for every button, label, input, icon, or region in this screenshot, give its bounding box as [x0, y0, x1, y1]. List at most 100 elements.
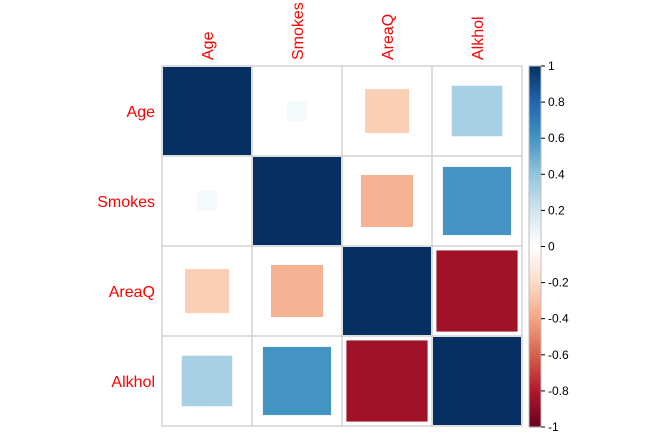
- colorbar-segment: [529, 125, 541, 128]
- colorbar-segment: [529, 387, 541, 390]
- colorbar-segment: [529, 235, 541, 239]
- row-label: Alkhol: [111, 374, 155, 391]
- colorbar-segment: [529, 73, 541, 76]
- colorbar-segment: [529, 233, 541, 237]
- colorbar-segment: [529, 275, 541, 278]
- colorbar-segment: [529, 286, 541, 289]
- colorbar-segment: [529, 203, 541, 206]
- colorbar-segment: [529, 244, 541, 248]
- colorbar-segment: [529, 345, 541, 349]
- colorbar-segment: [529, 100, 541, 103]
- colorbar-segment: [529, 156, 541, 159]
- colorbar-segment: [529, 416, 541, 419]
- colorbar-segment: [529, 405, 541, 408]
- colorbar-segment: [529, 280, 541, 284]
- colorbar-segment: [529, 116, 541, 119]
- correlation-square: [436, 250, 518, 332]
- colorbar-segment: [529, 141, 541, 145]
- colorbar-segment: [529, 271, 541, 275]
- colorbar-segment: [529, 76, 541, 80]
- colorbar-segment: [529, 264, 541, 267]
- colorbar-segment: [529, 300, 541, 304]
- colorbar-segment: [529, 71, 541, 74]
- colorbar-segment: [529, 185, 541, 188]
- colorbar-segment: [529, 242, 541, 246]
- correlation-square: [185, 269, 229, 313]
- colorbar-segment: [529, 338, 541, 341]
- colorbar-segment: [529, 214, 541, 217]
- colorbar-segment: [529, 289, 541, 293]
- colorbar-segment: [529, 98, 541, 101]
- colorbar-segment: [529, 78, 541, 82]
- correlation-square: [197, 191, 217, 211]
- colorbar-segment: [529, 298, 541, 302]
- colorbar-segment: [529, 349, 541, 352]
- colorbar-segment: [529, 369, 541, 372]
- colorbar-segment: [529, 340, 541, 343]
- colorbar-tick-label: 0.8: [548, 95, 565, 109]
- colorbar-segment: [529, 351, 541, 354]
- colorbar-segment: [529, 273, 541, 276]
- colorbar-segment: [529, 150, 541, 154]
- colorbar-segment: [529, 352, 541, 356]
- colorbar-tick-label: 0: [548, 240, 555, 254]
- colorbar-segment: [529, 315, 541, 318]
- colorbar-segment: [529, 372, 541, 376]
- colorbar-segment: [529, 248, 541, 251]
- colorbar-segment: [529, 82, 541, 85]
- colorbar-tick-label: 1: [548, 59, 555, 73]
- colorbar-segment: [529, 105, 541, 109]
- correlation-square: [253, 157, 341, 245]
- colorbar-segment: [529, 376, 541, 379]
- colorbar-segment: [529, 313, 541, 316]
- colorbar-segment: [529, 111, 541, 114]
- colorbar-segment: [529, 253, 541, 257]
- colorbar-segment: [529, 334, 541, 338]
- colorbar-segment: [529, 143, 541, 147]
- colorbar-segment: [529, 358, 541, 361]
- correlation-square: [262, 346, 332, 416]
- colorbar-segment: [529, 251, 541, 255]
- colorbar-segment: [529, 114, 541, 118]
- colorbar-segment: [529, 181, 541, 184]
- colorbar-segment: [529, 268, 541, 271]
- colorbar-segment: [529, 179, 541, 183]
- colorbar-segment: [529, 145, 541, 148]
- colorbar-segment: [529, 192, 541, 195]
- colorbar-segment: [529, 208, 541, 211]
- colorbar-segment: [529, 318, 541, 322]
- colorbar-segment: [529, 408, 541, 412]
- colorbar-segment: [529, 190, 541, 193]
- colorbar-segment: [529, 112, 541, 116]
- colorbar-segment: [529, 360, 541, 363]
- colorbar-tick-label: -0.4: [548, 312, 569, 326]
- colorbar-segment: [529, 158, 541, 161]
- colorbar-segment: [529, 371, 541, 374]
- colorbar-segment: [529, 421, 541, 424]
- colorbar-segment: [529, 123, 541, 127]
- colorbar-segment: [529, 354, 541, 358]
- colorbar-segment: [529, 291, 541, 295]
- colorbar-segment: [529, 197, 541, 201]
- colorbar-segment: [529, 309, 541, 313]
- colorbar-segment: [529, 288, 541, 291]
- colorbar-segment: [529, 239, 541, 242]
- colorbar-segment: [529, 183, 541, 186]
- column-label: Smokes: [290, 2, 307, 60]
- colorbar-segment: [529, 362, 541, 365]
- colorbar-tick-label: 0.2: [548, 203, 565, 217]
- colorbar-segment: [529, 331, 541, 334]
- colorbar-segment: [529, 120, 541, 123]
- colorbar-segment: [529, 410, 541, 414]
- colorbar-segment: [529, 306, 541, 309]
- colorbar-segment: [529, 87, 541, 91]
- colorbar-segment: [529, 217, 541, 221]
- row-label: AreaQ: [109, 284, 155, 301]
- colorbar-segment: [529, 118, 541, 121]
- column-label: Alkhol: [470, 16, 487, 60]
- colorbar-segment: [529, 199, 541, 202]
- colorbar-tick-label: -1: [548, 420, 559, 434]
- correlation-square: [163, 67, 251, 155]
- colorbar-segment: [529, 93, 541, 96]
